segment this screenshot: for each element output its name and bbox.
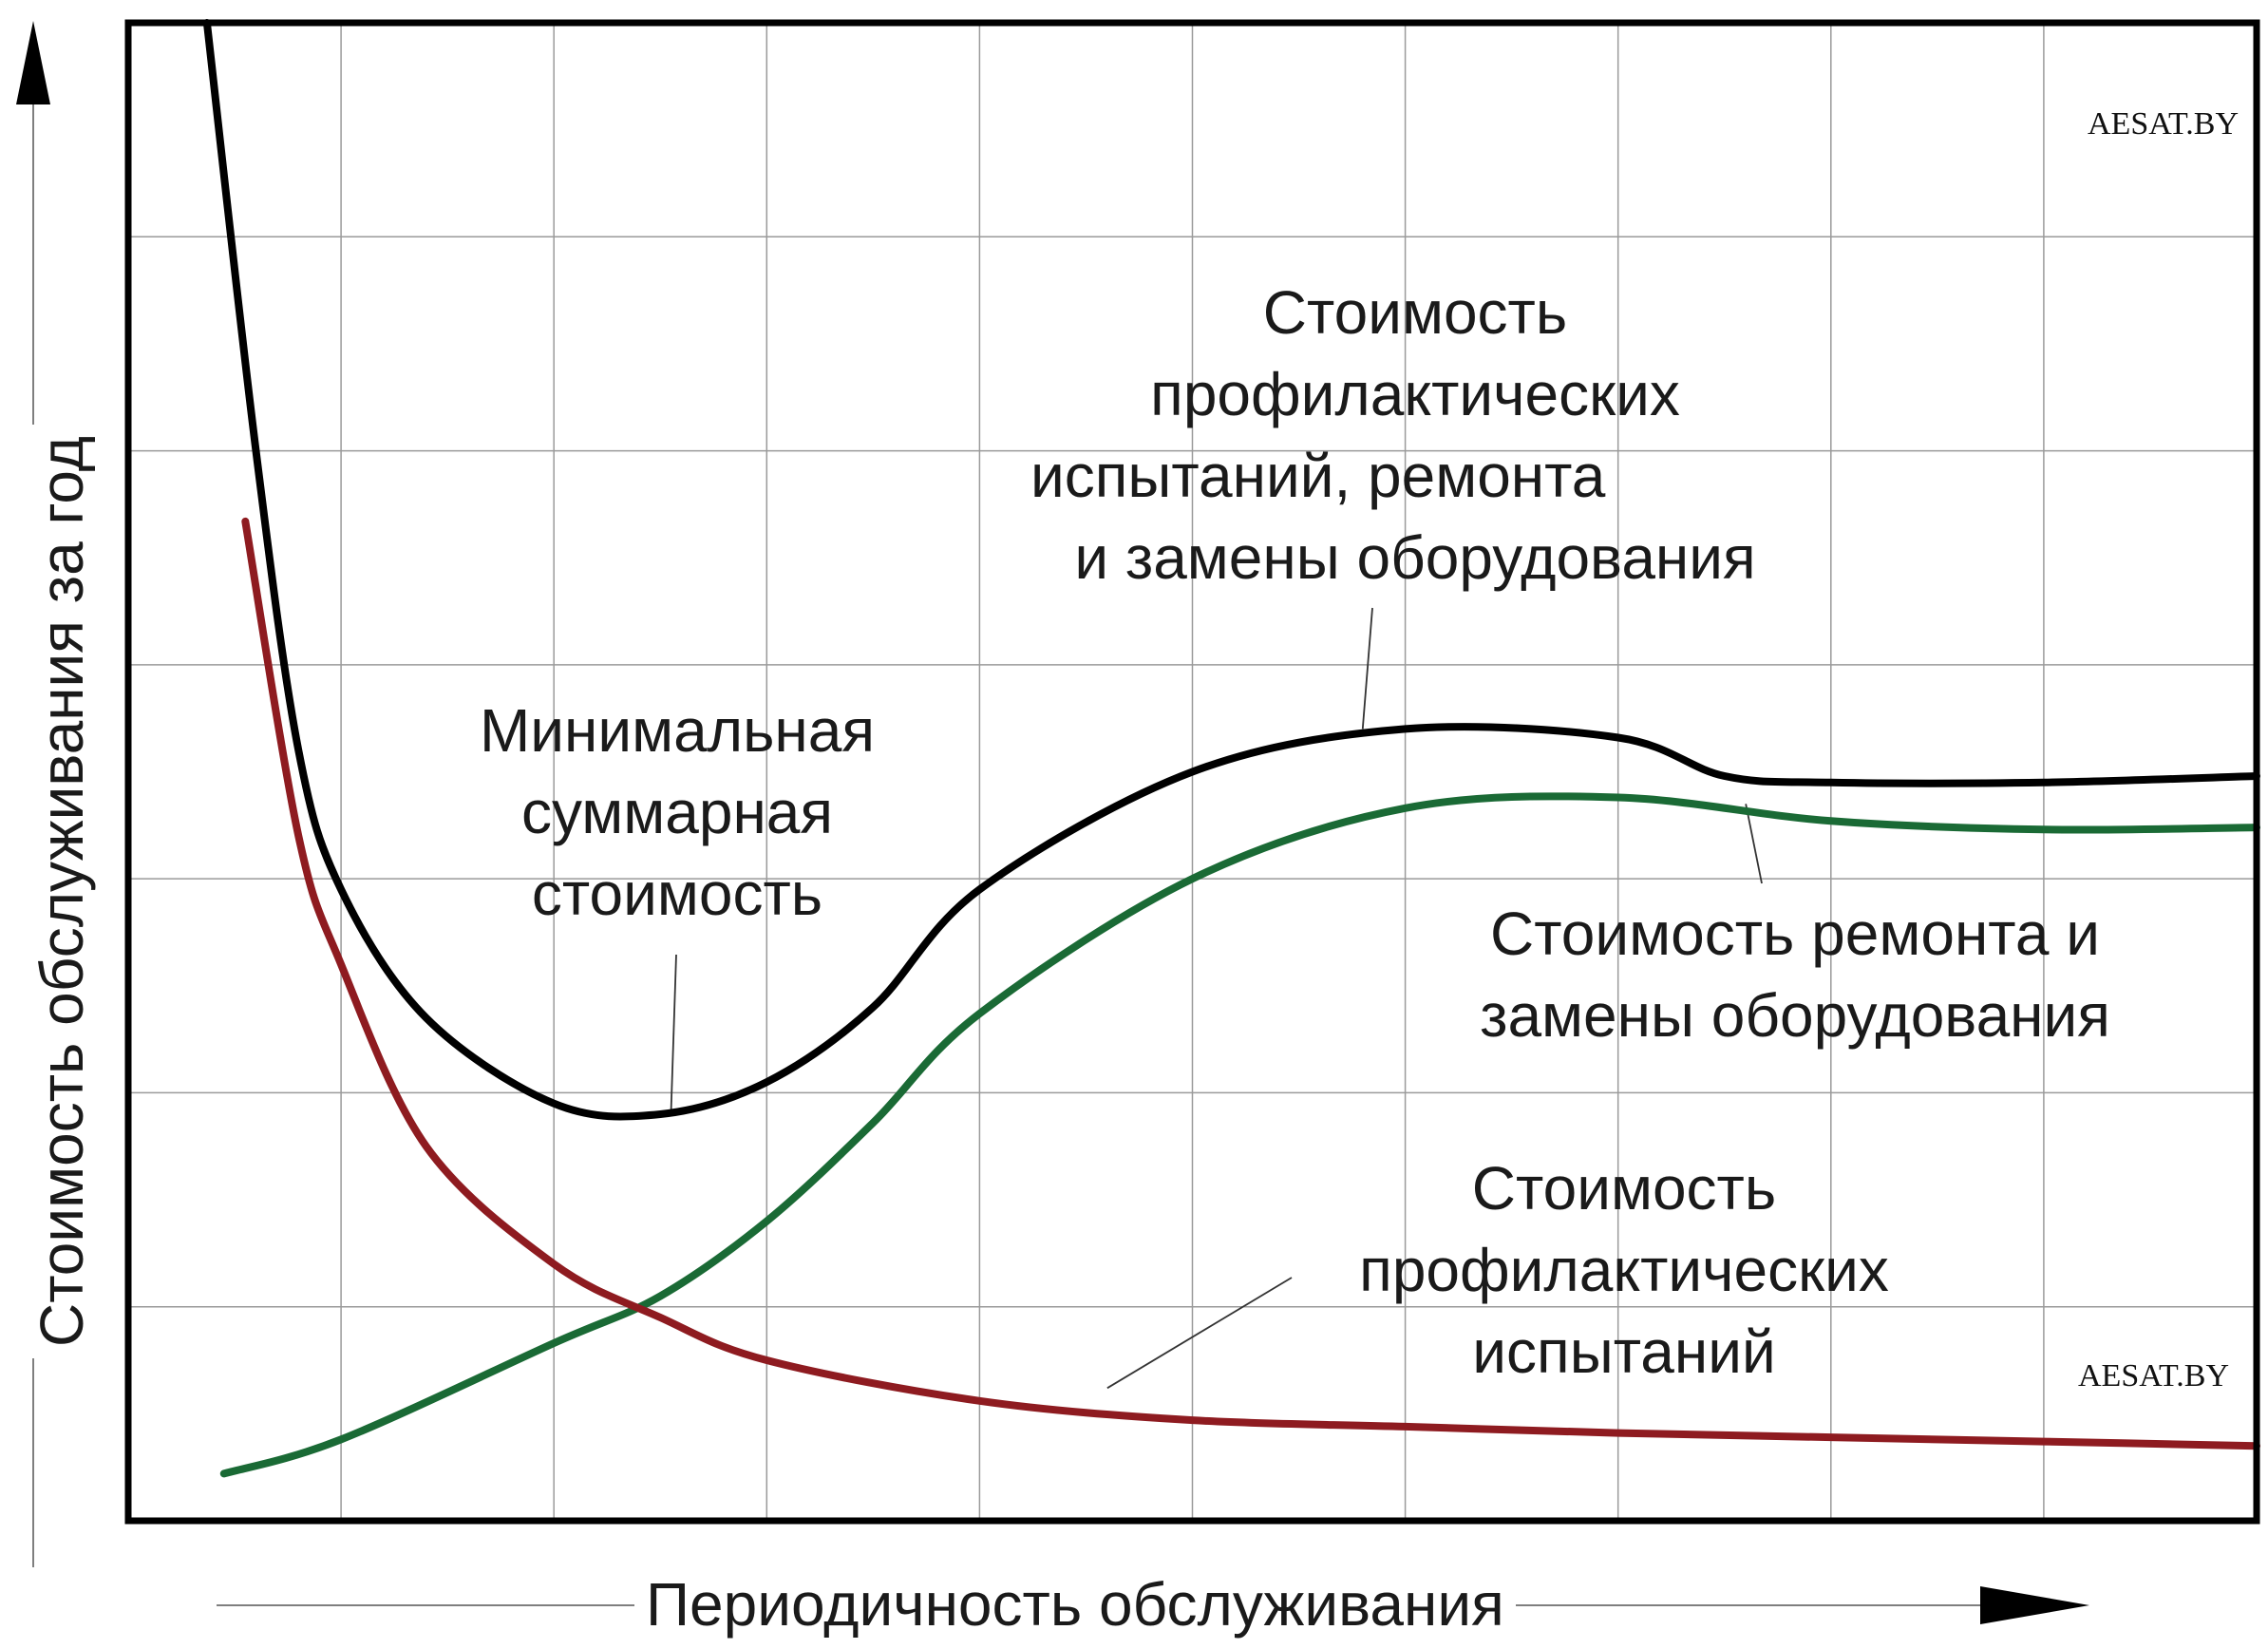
annotation-preventive: Стоимость профилактических испытаний bbox=[1311, 1147, 1937, 1393]
annotation-preventive-line-2: профилактических bbox=[1359, 1236, 1889, 1304]
annotation-repair-line-2: замены оборудования bbox=[1480, 981, 2110, 1050]
annotation-preventive-line-1: Стоимость bbox=[1471, 1154, 1777, 1223]
annotation-repair: Стоимость ремонта и замены оборудования bbox=[1425, 893, 2165, 1056]
x-axis-arrowhead bbox=[1980, 1586, 2089, 1624]
annotation-minimum-line-2: суммарная bbox=[520, 778, 834, 846]
annotation-preventive-line-3: испытаний bbox=[1472, 1317, 1776, 1386]
annotation-total-line-3: испытаний, ремонта bbox=[1030, 442, 1606, 510]
leader-line-repair bbox=[1745, 804, 1763, 884]
leader-line-preventive bbox=[1106, 1277, 1293, 1390]
series-preventive-tests-line bbox=[241, 517, 2260, 1450]
y-axis-arrowhead bbox=[16, 21, 50, 104]
x-axis-label: Периодичность обслуживания bbox=[634, 1569, 1516, 1640]
annotation-repair-line-1: Стоимость ремонта и bbox=[1489, 900, 2101, 968]
leader-line-total bbox=[1361, 607, 1373, 730]
series-total-cost-line bbox=[202, 19, 2260, 1121]
chart-series bbox=[202, 19, 2260, 1478]
plot-frame bbox=[124, 19, 2260, 1525]
leader-line-minimum bbox=[670, 954, 677, 1114]
y-axis-label: Стоимость обслуживания за год bbox=[27, 425, 97, 1358]
annotation-total-line-4: и замены оборудования bbox=[1074, 523, 1756, 592]
annotation-minimum-line-3: стоимость bbox=[531, 860, 823, 928]
annotation-total-line-2: профилактических bbox=[1150, 360, 1680, 428]
annotation-minimum-line-1: Минимальная bbox=[479, 696, 876, 765]
annotation-total-cost: Стоимость профилактических испытаний, ре… bbox=[1021, 272, 1809, 598]
watermark-top: AESAT.BY bbox=[2088, 106, 2239, 142]
annotation-minimum: Минимальная суммарная стоимость bbox=[425, 690, 929, 935]
watermark-bottom: AESAT.BY bbox=[2078, 1358, 2229, 1393]
series-repair-replacement-line bbox=[219, 792, 2260, 1478]
annotation-total-line-1: Стоимость bbox=[1262, 278, 1568, 347]
annotation-leaders bbox=[670, 607, 1763, 1390]
